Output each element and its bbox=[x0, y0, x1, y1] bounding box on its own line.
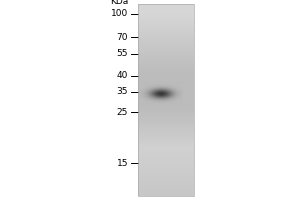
Text: 15: 15 bbox=[116, 158, 128, 167]
Text: 100: 100 bbox=[111, 9, 128, 19]
Text: 25: 25 bbox=[117, 108, 128, 116]
Bar bbox=[138, 4, 194, 196]
Text: KDa: KDa bbox=[110, 0, 128, 6]
Text: 40: 40 bbox=[117, 72, 128, 80]
Text: 55: 55 bbox=[116, 49, 128, 58]
Text: 35: 35 bbox=[116, 88, 128, 97]
Text: 70: 70 bbox=[116, 32, 128, 42]
